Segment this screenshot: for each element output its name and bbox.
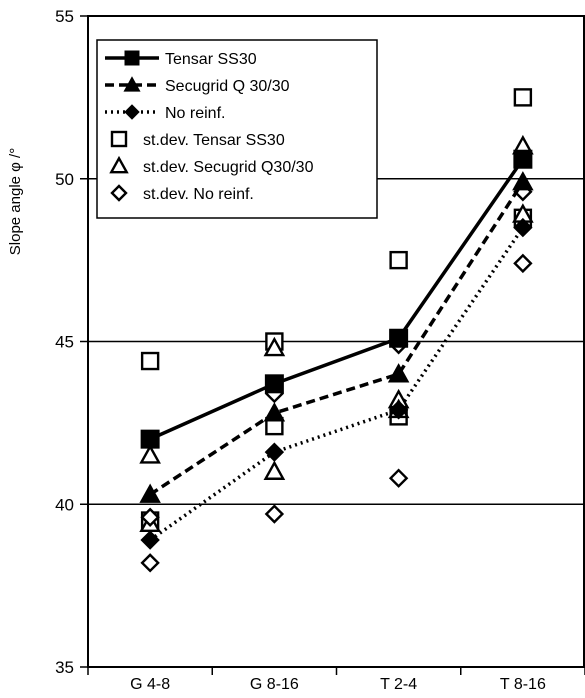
y-axis-label: Slope angle φ /° (7, 148, 24, 255)
legend-label: st.dev. Tensar SS30 (143, 132, 285, 149)
stdev-point (389, 250, 408, 270)
x-tick-label: G 4-8 (130, 676, 170, 693)
series-point (389, 328, 409, 348)
stdev-point (263, 460, 286, 480)
series-point (140, 429, 160, 449)
stdev-point (140, 553, 160, 573)
legend-label: Secugrid Q 30/30 (165, 78, 290, 95)
y-tick-label: 55 (55, 7, 74, 26)
stdev-point (513, 253, 533, 274)
legend-swatch-marker (124, 104, 140, 120)
x-tick-label: T 2-4 (380, 676, 417, 693)
series-point (139, 483, 161, 503)
legend-label: st.dev. Secugrid Q30/30 (143, 159, 314, 176)
series-point (263, 402, 286, 422)
series-point (512, 171, 534, 191)
stdev-point (513, 88, 533, 107)
series-line (149, 226, 525, 542)
stdev-point (140, 507, 160, 527)
legend-swatch-marker (110, 130, 128, 148)
stdev-point (140, 351, 160, 371)
stdev-point (263, 336, 286, 357)
y-tick-label: 35 (55, 658, 74, 677)
legend-swatch-marker (124, 50, 140, 66)
series-point (264, 442, 285, 462)
stdev-point (388, 468, 409, 488)
axes: 35 40 45 50 55 G 4-8 G 8-16 T 2-4 T 8-16 (55, 7, 585, 693)
stdev-point (139, 444, 161, 464)
series-point (513, 149, 533, 169)
stdev-point (264, 504, 285, 524)
series-point (264, 374, 284, 394)
legend-swatch-marker (109, 155, 129, 174)
legend-swatch-marker (123, 76, 141, 92)
series-line (149, 181, 525, 496)
legend-swatch-marker (110, 184, 128, 202)
series-point (140, 530, 160, 550)
y-tick-label: 40 (55, 495, 74, 514)
series-point (388, 400, 409, 420)
x-tick-label: T 8-16 (500, 676, 546, 693)
legend-label: No reinf. (165, 105, 225, 122)
series-point (513, 217, 533, 238)
series-line (149, 158, 525, 441)
legend-label: Tensar SS30 (165, 51, 257, 68)
legend-box (96, 39, 378, 219)
legend: Tensar SS30 Secugrid Q 30/30 No reinf. st.d… (96, 39, 378, 219)
data-series (139, 88, 534, 573)
gridlines (88, 178, 585, 505)
legend-label: st.dev. No reinf. (143, 186, 254, 203)
y-tick-label: 50 (55, 170, 74, 189)
y-tick-label: 45 (55, 333, 74, 352)
x-tick-label: G 8-16 (250, 676, 299, 693)
series-point (387, 363, 410, 383)
